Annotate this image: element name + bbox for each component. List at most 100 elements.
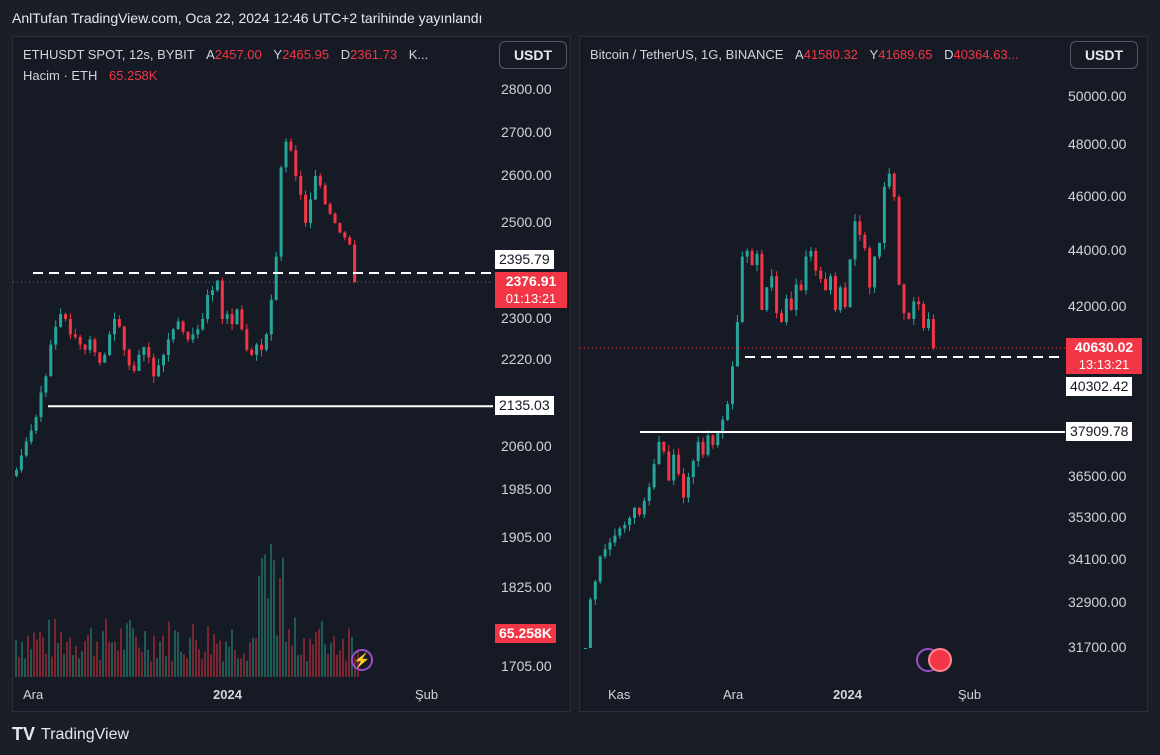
eth-candle bbox=[162, 354, 165, 366]
eth-candle bbox=[206, 295, 210, 319]
eth-volume-bar bbox=[180, 651, 182, 677]
btc-y-tick: 36500.00 bbox=[1068, 468, 1127, 484]
btc-high-value: 41689.65 bbox=[878, 47, 933, 62]
eth-volume-bar bbox=[138, 647, 140, 677]
eth-volume-bar bbox=[63, 654, 65, 677]
eth-candle bbox=[127, 349, 131, 366]
eth-y-tick: 1705.00 bbox=[501, 658, 552, 674]
eth-legend: ETHUSDT SPOT, 12s, BYBIT A2457.00 Y2465.… bbox=[23, 47, 428, 62]
btc-candle bbox=[731, 366, 734, 405]
btc-candle bbox=[745, 251, 749, 257]
eth-chart-canvas[interactable] bbox=[13, 37, 570, 711]
btc-y-tick: 48000.00 bbox=[1068, 136, 1127, 152]
eth-volume-label: Hacim · ETH bbox=[23, 68, 98, 83]
btc-candle bbox=[652, 464, 656, 488]
eth-volume-bar bbox=[312, 644, 314, 677]
eth-volume-bar bbox=[45, 654, 47, 677]
eth-candle bbox=[176, 321, 180, 330]
eth-candle bbox=[211, 290, 214, 295]
eth-close-truncated: K... bbox=[408, 47, 429, 62]
us-flag-event-icon[interactable] bbox=[928, 648, 952, 672]
eth-volume-bar bbox=[105, 619, 107, 677]
eth-volume-bar bbox=[222, 661, 224, 677]
eth-volume-legend[interactable]: Hacim · ETH 65.258K bbox=[23, 68, 157, 83]
eth-y-tick: 2500.00 bbox=[501, 214, 552, 230]
btc-candle bbox=[819, 270, 823, 279]
eth-candle bbox=[19, 455, 23, 470]
btc-candle bbox=[701, 441, 705, 455]
eth-candle bbox=[299, 176, 303, 195]
btc-currency-button[interactable]: USDT bbox=[1070, 41, 1138, 69]
eth-volume-bar bbox=[300, 654, 302, 677]
eth-volume-bar bbox=[108, 642, 110, 677]
eth-candle bbox=[88, 339, 92, 350]
eth-volume-bar bbox=[324, 644, 326, 677]
btc-y-tick: 31700.00 bbox=[1068, 639, 1127, 655]
eth-y-tick: 2700.00 bbox=[501, 124, 552, 140]
eth-candle bbox=[235, 309, 239, 325]
eth-candle bbox=[348, 237, 352, 245]
eth-volume-bar bbox=[81, 651, 83, 677]
eth-volume-bar bbox=[264, 554, 266, 677]
btc-candle bbox=[598, 556, 602, 582]
btc-candle bbox=[667, 451, 671, 481]
eth-y-tick: 1905.00 bbox=[501, 529, 552, 545]
eth-volume-bar bbox=[192, 624, 194, 677]
btc-candle bbox=[721, 419, 725, 433]
eth-volume-bar bbox=[306, 661, 308, 677]
btc-candle bbox=[775, 276, 779, 313]
btc-candle bbox=[824, 279, 828, 291]
eth-candle bbox=[54, 326, 58, 345]
eth-symbol[interactable]: ETHUSDT SPOT, 12s, BYBIT bbox=[23, 47, 195, 62]
btc-countdown: 13:13:21 bbox=[1078, 357, 1130, 372]
btc-candle bbox=[770, 276, 774, 288]
eth-volume-bar bbox=[276, 635, 278, 677]
eth-candle bbox=[250, 349, 254, 355]
eth-candle bbox=[137, 354, 141, 371]
eth-volume-bar bbox=[93, 655, 95, 677]
eth-x-tick: Ara bbox=[23, 687, 44, 702]
btc-chart-panel[interactable]: Bitcoin / TetherUS, 1G, BINANCE A41580.3… bbox=[579, 36, 1148, 712]
eth-volume-bar bbox=[210, 654, 212, 677]
eth-solid-level-label: 2135.03 bbox=[495, 396, 554, 415]
btc-candle bbox=[912, 301, 916, 319]
btc-y-tick: 32900.00 bbox=[1068, 594, 1127, 610]
eth-low-label: D bbox=[340, 47, 351, 62]
eth-volume-value: 65.258K bbox=[109, 68, 158, 83]
eth-volume-bar bbox=[186, 658, 188, 677]
btc-candle bbox=[691, 461, 695, 477]
eth-candle bbox=[255, 344, 259, 355]
eth-candle bbox=[113, 319, 116, 335]
eth-candle bbox=[147, 347, 151, 358]
eth-currency-button[interactable]: USDT bbox=[499, 41, 567, 69]
eth-candle bbox=[220, 280, 224, 319]
eth-volume-bar bbox=[309, 638, 311, 677]
eth-volume-bar bbox=[84, 640, 86, 677]
eth-volume-bar bbox=[198, 649, 200, 677]
btc-candle bbox=[628, 518, 632, 525]
btc-candle bbox=[833, 276, 837, 310]
eth-volume-bar bbox=[174, 630, 176, 677]
eth-volume-bar bbox=[240, 658, 242, 677]
eth-y-tick: 1825.00 bbox=[501, 579, 552, 595]
eth-price-label: 2376.91 01:13:21 bbox=[495, 272, 567, 308]
eth-candle bbox=[230, 314, 234, 325]
eth-candle bbox=[328, 204, 332, 214]
btc-candle bbox=[917, 301, 921, 305]
eth-candle bbox=[343, 232, 347, 238]
eth-candle bbox=[269, 299, 273, 335]
eth-volume-bar bbox=[75, 646, 77, 677]
tradingview-footer: TV TradingView bbox=[12, 724, 129, 745]
btc-symbol[interactable]: Bitcoin / TetherUS, 1G, BINANCE bbox=[590, 47, 784, 62]
lightning-event-icon[interactable]: ⚡ bbox=[351, 649, 373, 671]
eth-candle bbox=[333, 213, 337, 223]
eth-volume-bar bbox=[252, 637, 254, 677]
btc-chart-canvas[interactable] bbox=[580, 37, 1147, 711]
eth-x-tick: Şub bbox=[415, 687, 439, 702]
btc-candle bbox=[907, 312, 911, 319]
btc-y-tick: 42000.00 bbox=[1068, 298, 1127, 314]
eth-chart-panel[interactable]: ETHUSDT SPOT, 12s, BYBIT A2457.00 Y2465.… bbox=[12, 36, 571, 712]
btc-candle bbox=[623, 525, 627, 529]
eth-volume-bar bbox=[111, 642, 113, 677]
eth-volume-bar bbox=[231, 629, 233, 677]
